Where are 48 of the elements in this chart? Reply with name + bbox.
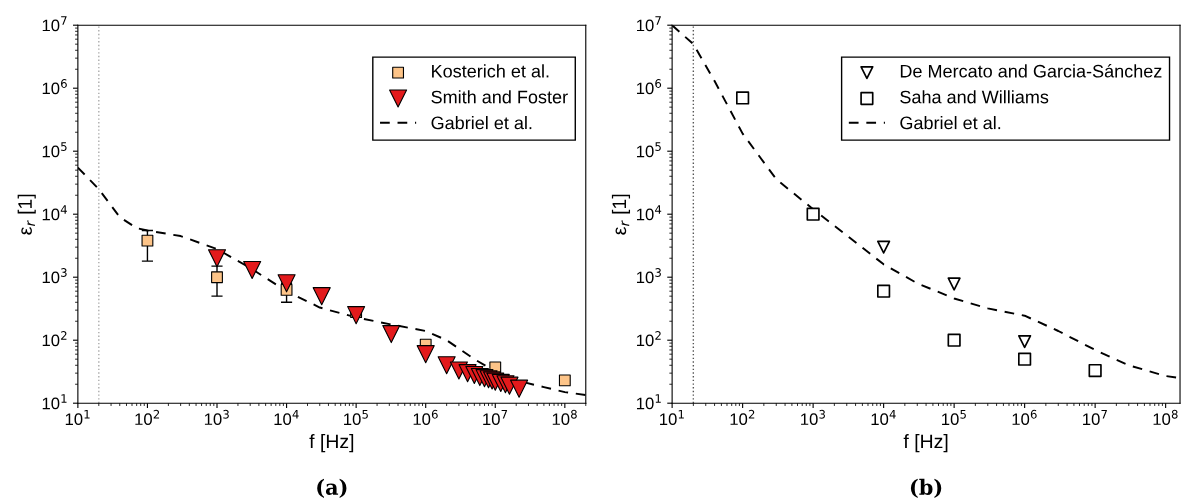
y-tick-label: 10$^{7}$ [637, 16, 661, 32]
point [735, 91, 750, 105]
legend-label: De Mercato and Garcia-Sánchez [900, 64, 1162, 78]
x-tick-label: 10$^{8}$ [1153, 409, 1178, 426]
point [876, 284, 891, 298]
x-tick-label: 10$^{2}$ [730, 409, 755, 426]
x-tick-label: 10$^{4}$ [871, 410, 896, 426]
y-axis-title: ε$_{r}$ [1] [17, 194, 36, 235]
x-tick-label: 10$^{2}$ [135, 409, 160, 426]
legend-label: Kosterich et al. [432, 64, 549, 78]
y-tick-label: 10$^{2}$ [42, 331, 67, 347]
x-axis-title: f [Hz] [903, 434, 948, 453]
x-tick-label: 10$^{6}$ [1012, 409, 1037, 426]
x-tick-label: 10$^{8}$ [552, 409, 577, 426]
y-tick-label: 10$^{6}$ [637, 79, 662, 95]
legend-label: Saha and Williams [900, 90, 1049, 104]
x-tick-label: 10$^{5}$ [344, 410, 368, 426]
y-tick-label: 10$^{4}$ [42, 205, 67, 221]
x-axis-title: f [Hz] [309, 434, 354, 453]
y-tick-label: 10$^{1}$ [637, 394, 661, 410]
x-tick-label: 10$^{3}$ [801, 409, 825, 426]
x-tick-label: 10$^{3}$ [204, 409, 229, 426]
x-tick-label: 10$^{7}$ [483, 410, 508, 426]
point [806, 207, 820, 221]
y-axis-title: ε$_{r}$ [1] [611, 194, 631, 235]
x-tick-label: 10$^{1}$ [660, 410, 684, 426]
x-tick-label: 10$^{7}$ [1083, 410, 1107, 426]
point [1088, 363, 1102, 378]
point [947, 333, 961, 347]
x-tick-label: 10$^{6}$ [413, 409, 438, 426]
x-tick-label: 10$^{4}$ [274, 410, 299, 426]
y-tick-label: 10$^{6}$ [42, 79, 67, 95]
y-tick-label: 10$^{4}$ [637, 205, 662, 221]
y-tick-label: 10$^{3}$ [637, 268, 661, 284]
y-tick-label: 10$^{5}$ [637, 142, 661, 158]
y-tick-label: 10$^{3}$ [42, 268, 67, 284]
point [1017, 352, 1032, 366]
y-tick-label: 10$^{1}$ [42, 394, 67, 410]
legend-label: Gabriel et al. [900, 116, 1001, 130]
legend-label: Smith and Foster [431, 90, 568, 104]
legend-label: Gabriel et al. [431, 116, 532, 130]
x-tick-label: 10$^{1}$ [65, 410, 90, 426]
y-tick-label: 10$^{7}$ [42, 16, 67, 32]
x-tick-label: 10$^{5}$ [942, 410, 966, 426]
y-tick-label: 10$^{2}$ [637, 331, 661, 347]
y-tick-label: 10$^{5}$ [42, 142, 67, 158]
text: (b) [910, 478, 942, 498]
text: (a) [317, 478, 347, 498]
